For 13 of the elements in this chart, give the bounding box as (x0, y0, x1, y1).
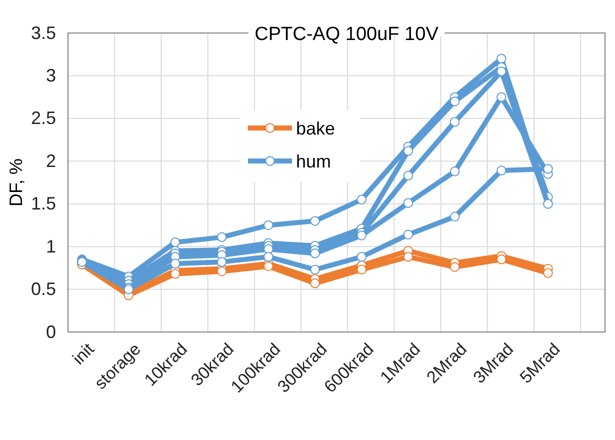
legend-label: hum (296, 151, 332, 172)
y-tick-label: 0 (46, 322, 56, 342)
x-tick-label: init (68, 339, 98, 368)
y-tick-label: 2.5 (30, 108, 56, 128)
chart-title: CPTC-AQ 100uF 10V (254, 24, 439, 45)
y-tick-label: 3.5 (30, 22, 56, 43)
y-tick-label: 2 (46, 150, 56, 171)
y-tick-label: 0.5 (30, 279, 56, 300)
y-axis-title: DF, % (6, 158, 26, 207)
legend-label: bake (296, 118, 336, 138)
y-tick-label: 3 (46, 65, 56, 86)
y-tick-label: 1.5 (30, 194, 56, 214)
y-tick-label: 1 (46, 236, 56, 256)
